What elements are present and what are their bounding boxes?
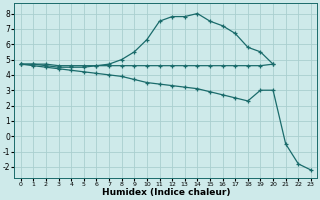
X-axis label: Humidex (Indice chaleur): Humidex (Indice chaleur): [101, 188, 230, 197]
